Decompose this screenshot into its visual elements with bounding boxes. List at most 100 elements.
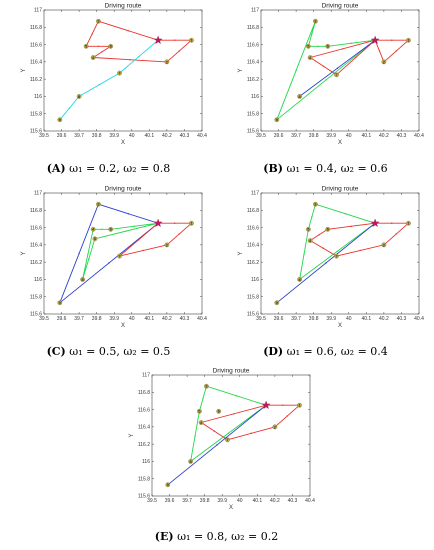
customer-node — [334, 72, 339, 78]
caption-b: (B) ω₁ = 0.4, ω₂ = 0.6 — [217, 162, 434, 175]
x-tick-label: 40.1 — [144, 316, 154, 322]
y-tick-label: 116.8 — [30, 25, 42, 31]
x-tick-label: 40.3 — [397, 316, 407, 322]
x-tick-label: 40.2 — [270, 498, 280, 504]
route-segment-marker — [325, 79, 327, 81]
route-segment-marker — [101, 228, 103, 230]
route-segment-marker — [88, 258, 90, 260]
x-tick-label: 39.8 — [200, 498, 210, 504]
customer-node-label: 5 — [307, 227, 310, 232]
route-segment-marker — [355, 56, 357, 59]
customer-node-label: 6 — [218, 409, 221, 414]
caption-a-letter: (A) — [46, 162, 66, 175]
route-segment-marker — [336, 67, 339, 70]
route-chart-d: Driving route 39.5 39.6 39.7 39.8 39.9 40 40.1 4… — [238, 186, 424, 330]
route-segment-marker — [227, 432, 230, 435]
route-segment-marker — [322, 65, 325, 67]
x-tick-label: 40.2 — [379, 133, 389, 139]
caption-d-letter: (D) — [263, 345, 284, 358]
x-tick-label: 39.7 — [291, 133, 301, 139]
x-tick-label: 39.8 — [309, 316, 319, 322]
route-segment-marker — [108, 262, 110, 264]
customer-node — [306, 226, 311, 232]
route-segment-marker — [378, 50, 381, 52]
route-segment-marker — [318, 234, 320, 236]
x-tick-label: 39.6 — [57, 133, 67, 139]
customer-node-label: 2 — [166, 242, 169, 247]
depot-star-icon — [261, 400, 271, 410]
depot-star-icon — [370, 35, 380, 45]
customer-node-label: 1 — [190, 38, 193, 43]
customer-node-label: 7 — [335, 253, 338, 258]
x-tick-label: 39.9 — [109, 133, 119, 139]
route-segment-marker — [78, 252, 80, 255]
caption-a-text: ω₁ = 0.2, ω₂ = 0.8 — [69, 162, 171, 175]
customer-node — [297, 277, 302, 282]
customer-node — [165, 482, 171, 488]
route-segment-marker — [295, 69, 297, 72]
caption-c: (C) ω₁ = 0.5, ω₂ = 0.5 — [0, 345, 217, 358]
customer-node — [325, 226, 331, 232]
route-segment-marker — [91, 33, 93, 35]
y-tick-label: 116.4 — [247, 60, 259, 66]
x-tick-label: 39.5 — [256, 316, 266, 322]
y-tick-label: 116 — [251, 277, 259, 283]
customer-node — [306, 43, 311, 49]
customer-node — [90, 226, 96, 232]
x-tick-label: 39.5 — [147, 498, 157, 504]
route-segment-marker — [344, 213, 346, 215]
y-axis-label: Y — [238, 251, 244, 255]
route-segment-marker — [350, 42, 353, 44]
customer-node — [164, 242, 170, 248]
customer-node-label: 1 — [407, 221, 410, 226]
customer-node-label: 9 — [59, 117, 62, 122]
x-tick-label: 40 — [129, 133, 135, 139]
customer-node-label: 7 — [226, 437, 229, 442]
x-tick-label: 40.3 — [397, 133, 407, 139]
chart-title: Driving route — [322, 186, 359, 193]
route-segment-marker — [138, 55, 140, 58]
customer-node-label: 3 — [97, 202, 100, 207]
y-tick-label: 116.6 — [30, 42, 42, 48]
customer-node-label: 5 — [85, 44, 88, 49]
customer-node — [225, 437, 230, 443]
x-tick-label: 40.3 — [288, 498, 298, 504]
route-segment-marker — [178, 50, 180, 52]
caption-d-text: ω₁ = 0.6, ω₂ = 0.4 — [286, 345, 388, 358]
x-tick-label: 39.7 — [182, 498, 192, 504]
chart-panel-e: Driving route 39.5 39.6 39.7 39.8 39.9 40 40.1 4… — [108, 365, 325, 550]
y-tick-label: 116.8 — [247, 25, 259, 31]
customer-node-label: 4 — [92, 55, 95, 60]
route-segment-marker — [127, 30, 129, 32]
customer-node-label: 3 — [314, 202, 317, 207]
customer-node — [325, 43, 331, 49]
x-axis-label: X — [121, 140, 125, 146]
customer-node — [189, 220, 194, 226]
customer-node-label: 2 — [166, 59, 169, 64]
caption-e: (E) ω₁ = 0.8, ω₂ = 0.2 — [108, 530, 325, 543]
customer-node — [83, 43, 89, 49]
y-tick-label: 115.6 — [247, 129, 259, 135]
customer-node — [381, 59, 387, 65]
x-tick-label: 39.7 — [74, 133, 84, 139]
y-axis-label: Y — [238, 68, 244, 72]
customer-node — [198, 420, 204, 425]
x-tick-label: 39.7 — [74, 316, 84, 322]
chart-panel-a: Driving route 39.5 39.6 39.7 39.8 39.9 40 40.1 4… — [0, 0, 217, 180]
route-segment-marker — [133, 225, 136, 227]
x-tick-label: 40.4 — [197, 316, 207, 322]
route-segment-marker — [336, 250, 339, 253]
caption-e-letter: (E) — [154, 530, 174, 543]
x-tick-label: 40.1 — [361, 316, 371, 322]
customer-node — [406, 220, 411, 226]
y-tick-label: 116.6 — [247, 42, 259, 48]
caption-e-text: ω₁ = 0.8, ω₂ = 0.2 — [177, 530, 279, 543]
x-tick-label: 40.4 — [197, 133, 207, 139]
x-tick-label: 39.6 — [165, 498, 175, 504]
customer-node-label: 8 — [78, 94, 81, 99]
route-segment-marker — [194, 435, 196, 438]
route-segment-marker — [138, 238, 140, 241]
x-tick-label: 40.1 — [144, 133, 154, 139]
x-tick-label: 39.8 — [92, 133, 102, 139]
x-tick-label: 40.1 — [361, 133, 371, 139]
